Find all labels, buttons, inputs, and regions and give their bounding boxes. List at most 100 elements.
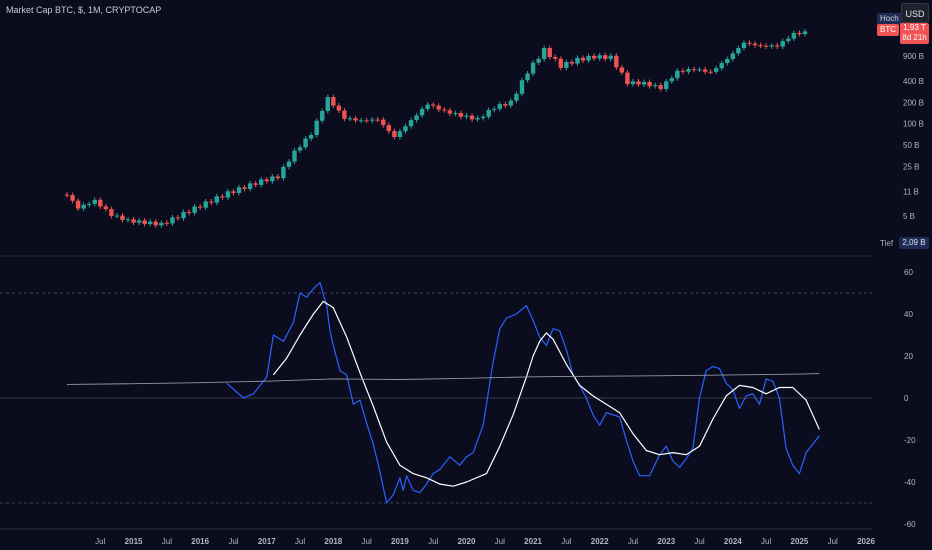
- price-value: 1,93 T: [903, 23, 926, 32]
- candle-body: [308, 135, 314, 139]
- time-tick-label: Jul: [362, 537, 372, 546]
- time-tick-label: 2026: [857, 537, 875, 546]
- candle-body: [514, 93, 519, 101]
- baseline-line: [66, 373, 820, 385]
- candle-body: [492, 108, 497, 110]
- candle-body: [797, 32, 802, 35]
- candle-body: [286, 161, 292, 167]
- candle-body: [741, 42, 747, 49]
- candle-body: [231, 191, 236, 193]
- candle-body: [447, 110, 453, 114]
- time-tick-label: Jul: [628, 537, 638, 546]
- candle-body: [375, 119, 380, 121]
- candle-body: [641, 81, 647, 85]
- signal-line: [272, 300, 820, 487]
- candle-body: [136, 220, 142, 223]
- candle-body: [497, 104, 502, 109]
- candle-body: [730, 53, 736, 60]
- candle-body: [625, 72, 630, 85]
- candle-body: [431, 104, 436, 106]
- price-tick-label: 5 B: [903, 212, 915, 221]
- price-tick-label: 200 B: [903, 98, 924, 107]
- candle-body: [397, 131, 403, 138]
- candle-body: [597, 55, 602, 59]
- candle-body: [708, 71, 713, 73]
- candle-body: [203, 201, 208, 208]
- candle-body: [214, 196, 220, 203]
- time-tick-label: 2025: [791, 537, 809, 546]
- candle-body: [114, 215, 120, 217]
- candle-body: [148, 221, 153, 225]
- candle-body: [209, 201, 214, 203]
- candle-body: [575, 57, 580, 64]
- time-tick-label: 2018: [324, 537, 342, 546]
- time-tick-label: 2017: [258, 537, 276, 546]
- candle-body: [558, 58, 564, 68]
- chart-title: Market Cap BTC, $, 1M, CRYPTOCAP: [6, 5, 162, 15]
- osc-tick-label: -60: [904, 520, 916, 529]
- time-tick-label: 2016: [191, 537, 209, 546]
- candle-body: [275, 176, 281, 179]
- candle-body: [242, 187, 247, 189]
- candle-body: [164, 222, 170, 224]
- osc-tick-label: 40: [904, 310, 913, 319]
- candle-body: [486, 109, 491, 117]
- candle-body: [386, 125, 392, 132]
- candle-body: [358, 120, 364, 122]
- candle-body: [186, 211, 192, 213]
- candle-body: [802, 31, 808, 35]
- candle-body: [325, 97, 330, 112]
- candle-body: [181, 211, 186, 219]
- candle-body: [442, 109, 447, 111]
- osc-tick-label: 0: [904, 394, 909, 403]
- candle-body: [120, 215, 125, 220]
- candle-body: [713, 68, 719, 72]
- candle-body: [142, 220, 147, 225]
- time-tick-label: Jul: [694, 537, 704, 546]
- low-label: Tief: [880, 239, 894, 248]
- candle-body: [475, 118, 480, 120]
- candle-body: [131, 219, 136, 223]
- candle-body: [381, 119, 386, 126]
- time-tick-label: Jul: [495, 537, 505, 546]
- candle-body: [541, 47, 547, 59]
- candle-body: [775, 45, 780, 47]
- candle-body: [353, 118, 358, 121]
- candle-body: [103, 206, 109, 210]
- candle-body: [769, 45, 774, 47]
- candle-body: [236, 187, 242, 193]
- candle-body: [763, 45, 769, 47]
- osc-tick-label: 60: [904, 268, 913, 277]
- candle-body: [680, 70, 686, 72]
- candle-body: [425, 104, 430, 109]
- candle-body: [697, 69, 702, 71]
- candle-body: [170, 217, 175, 224]
- oscillator-line: [226, 281, 820, 504]
- candle-body: [675, 70, 680, 79]
- osc-tick-label: 20: [904, 352, 913, 361]
- candle-body: [436, 105, 441, 110]
- candle-body: [553, 57, 558, 59]
- candle-body: [109, 209, 114, 216]
- candle-body: [125, 219, 131, 221]
- candle-body: [220, 196, 225, 198]
- candle-body: [569, 62, 575, 64]
- time-tick-label: 2021: [524, 537, 542, 546]
- candle-body: [98, 199, 103, 207]
- candle-body: [603, 55, 608, 59]
- candle-body: [253, 183, 258, 185]
- candle-body: [586, 55, 591, 61]
- candle-body: [153, 221, 158, 226]
- candle-body: [303, 138, 308, 148]
- candle-body: [780, 41, 785, 47]
- candle-body: [92, 199, 97, 204]
- candle-body: [591, 55, 597, 59]
- candle-body: [259, 179, 264, 185]
- candle-body: [336, 105, 342, 111]
- time-tick-label: Jul: [428, 537, 438, 546]
- candle-body: [75, 200, 81, 209]
- candle-body: [503, 104, 508, 106]
- time-tick-label: 2019: [391, 537, 409, 546]
- candle-body: [64, 194, 70, 196]
